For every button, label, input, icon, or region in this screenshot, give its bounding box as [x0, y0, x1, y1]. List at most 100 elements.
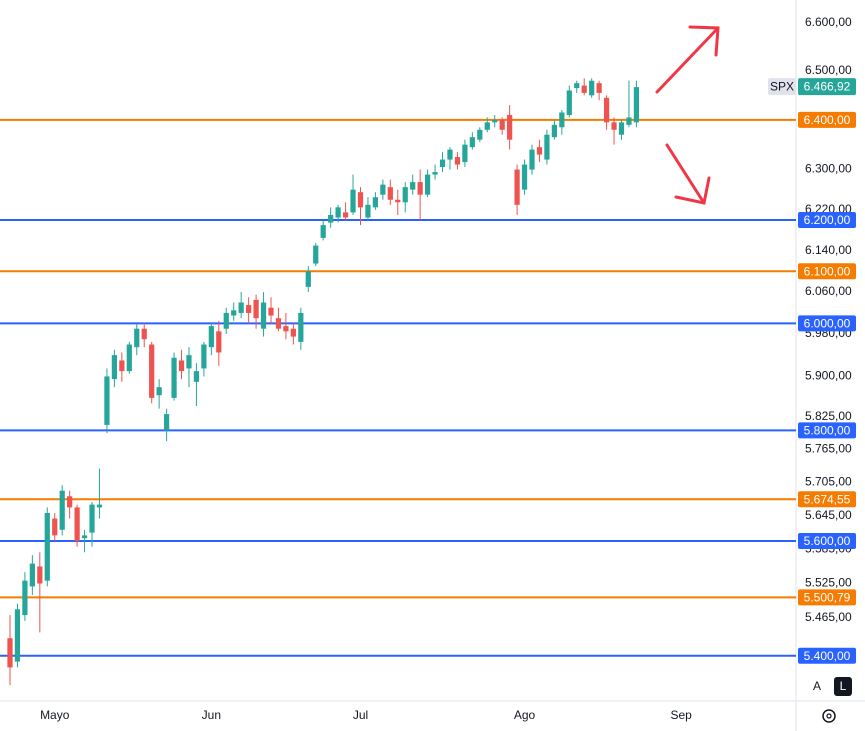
candle-body	[402, 187, 408, 203]
candle-body	[417, 182, 423, 195]
level-label: 5.600,00	[804, 534, 851, 548]
y-tick-label: 5.825,00	[805, 409, 852, 423]
candle-body	[104, 376, 110, 425]
symbol-label: SPX	[770, 79, 794, 93]
up-arrow	[655, 25, 720, 94]
candle-body	[492, 119, 498, 123]
control-button[interactable]	[834, 677, 852, 696]
candle-body	[22, 580, 28, 616]
candle-body	[126, 344, 132, 372]
candle-body	[469, 137, 475, 148]
y-tick-label: 5.900,00	[805, 369, 852, 383]
candle-body	[350, 189, 356, 213]
candle-body	[134, 328, 140, 348]
candle-body	[566, 90, 572, 115]
level-badge	[798, 533, 856, 550]
candle-body	[559, 112, 565, 128]
y-tick-label: 5.765,00	[805, 442, 852, 456]
candle-body	[178, 360, 185, 372]
candle-body	[268, 307, 274, 316]
candle-body	[290, 328, 296, 337]
candle-body	[186, 355, 192, 369]
candle-body	[596, 83, 602, 93]
candle-body	[439, 159, 446, 168]
control-button[interactable]	[808, 677, 826, 696]
candle-body	[231, 310, 237, 316]
candle-body	[298, 312, 304, 342]
candle-body	[380, 184, 386, 195]
level-label: 5.400,00	[804, 649, 851, 663]
candle-body	[410, 182, 416, 190]
y-tick-label: 6.300,00	[805, 162, 852, 176]
candle-body	[626, 117, 632, 125]
x-tick-label: Jul	[353, 708, 368, 722]
candle-body	[193, 371, 200, 382]
y-tick-label: 5.525,00	[805, 576, 852, 590]
candle-body	[119, 360, 125, 372]
control-label[interactable]: A	[813, 679, 821, 693]
candle-body	[603, 97, 610, 123]
candle-body	[141, 328, 147, 340]
candle-body	[514, 169, 520, 205]
candle-body	[611, 122, 617, 130]
candle-body	[313, 245, 319, 264]
candle-body	[44, 512, 50, 581]
y-tick-label: 5.465,00	[805, 610, 852, 624]
candle-body	[59, 490, 65, 530]
candle-body	[365, 204, 371, 218]
level-badge	[798, 212, 856, 229]
candle-body	[477, 129, 483, 140]
candle-body	[305, 271, 311, 287]
candle-body	[328, 214, 334, 223]
candle-body	[96, 504, 103, 508]
candle-body	[52, 518, 58, 536]
symbol-badge	[768, 78, 796, 96]
candle-body	[81, 535, 88, 539]
level-label: 5.800,00	[804, 424, 851, 438]
y-tick-label: 6.600,00	[805, 15, 852, 29]
candle-body	[447, 149, 453, 160]
y-tick-label: 6.140,00	[805, 243, 852, 257]
control-label[interactable]: L	[840, 679, 847, 693]
candle-body	[574, 83, 580, 89]
candle-body	[7, 638, 13, 668]
settings-icon[interactable]	[822, 709, 836, 723]
candle-body	[372, 197, 379, 208]
candle-body	[149, 344, 155, 398]
down-arrow	[665, 143, 711, 205]
candle-body	[163, 414, 170, 431]
candle-body	[201, 344, 207, 369]
candle-body	[67, 496, 73, 508]
candle-body	[14, 609, 21, 662]
x-tick-label: Jun	[202, 708, 221, 722]
x-tick-label: Mayo	[40, 708, 70, 722]
level-label: 6.200,00	[804, 213, 851, 227]
level-badge	[798, 422, 856, 439]
candle-body	[633, 87, 640, 123]
candle-body	[499, 119, 505, 130]
candle-body	[238, 302, 244, 313]
level-badge	[798, 647, 856, 664]
y-tick-label: 6.500,00	[805, 63, 852, 77]
candle-body	[335, 207, 341, 218]
candle-body	[208, 326, 214, 348]
candle-body	[260, 302, 267, 329]
level-badge	[798, 589, 856, 606]
level-badge	[798, 263, 856, 280]
candle-body	[529, 149, 535, 170]
y-tick-label: 6.060,00	[805, 284, 852, 298]
level-label: 5.500,79	[804, 591, 851, 605]
candle-body	[216, 331, 222, 353]
y-tick-label: 5.705,00	[805, 475, 852, 489]
level-badge	[798, 315, 856, 332]
candle-body	[387, 187, 393, 200]
candle-body	[171, 357, 177, 398]
candle-body	[618, 122, 625, 135]
x-tick-label: Ago	[514, 708, 536, 722]
candle-body	[454, 157, 461, 165]
level-label: 6.000,00	[804, 317, 851, 331]
candle-body	[74, 507, 80, 542]
last-price-badge	[798, 78, 856, 96]
candle-body	[320, 225, 326, 238]
level-badge	[798, 111, 856, 128]
